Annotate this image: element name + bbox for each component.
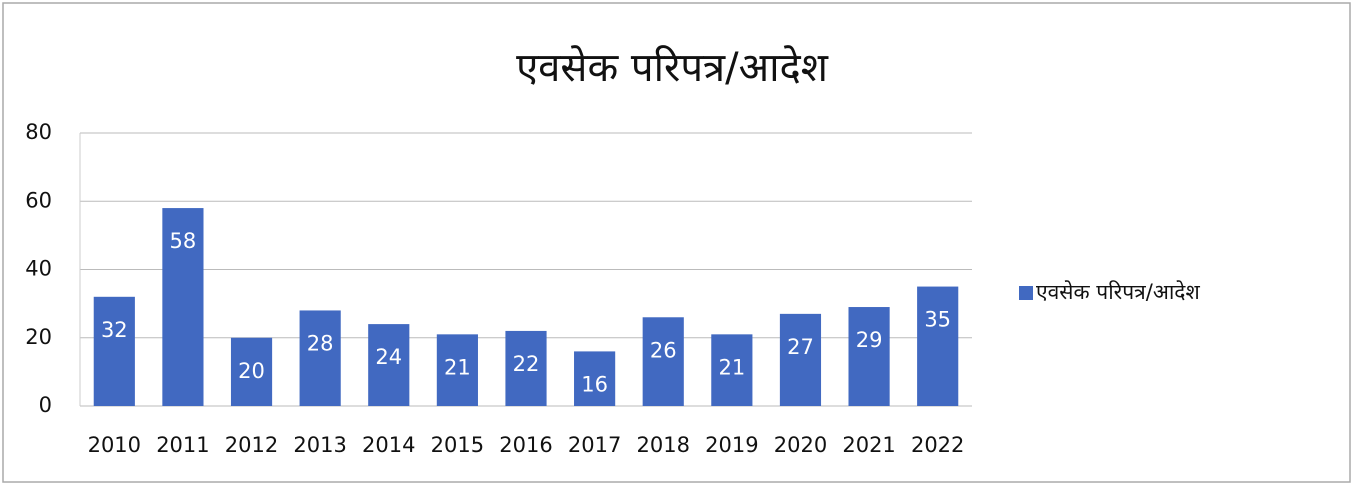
bar [230,337,273,406]
x-tick-label: 2022 [911,433,964,457]
value-label: 21 [718,355,745,379]
value-label: 16 [581,372,608,396]
x-tick-label: 2020 [774,433,827,457]
value-label: 32 [101,318,128,342]
bar [162,208,204,406]
bar [779,313,822,406]
x-tick-label: 2015 [431,433,484,457]
value-label: 26 [650,338,677,362]
x-tick-label: 2013 [293,433,346,457]
bar [711,334,753,406]
x-tick-label: 2021 [842,433,895,457]
bar [574,351,616,406]
value-label: 22 [513,352,540,376]
x-tick-label: 2011 [156,433,209,457]
value-label: 35 [924,308,951,332]
y-tick-label: 20 [25,325,52,349]
bar [436,334,478,406]
bar [848,307,890,406]
bar [505,330,547,406]
bar [299,310,341,406]
x-tick-label: 2014 [362,433,415,457]
bar [917,286,959,406]
legend-label: एवसेक परिपत्र/आदेश [1036,280,1200,304]
y-tick-label: 80 [25,120,52,144]
value-label: 21 [444,355,471,379]
value-label: 24 [375,345,402,369]
bar [368,324,410,406]
value-label: 28 [307,331,334,355]
x-tick-label: 2010 [88,433,141,457]
y-tick-label: 0 [39,393,52,417]
value-label: 58 [170,229,197,253]
x-tick-label: 2017 [568,433,621,457]
x-tick-label: 2018 [637,433,690,457]
legend-swatch [1019,286,1033,300]
y-tick-label: 60 [25,188,52,212]
x-tick-label: 2016 [499,433,552,457]
x-tick-label: 2012 [225,433,278,457]
value-label: 20 [238,359,265,383]
y-tick-label: 40 [25,257,52,281]
value-label: 27 [787,335,814,359]
bar [642,317,684,406]
x-tick-label: 2019 [705,433,758,457]
bar [93,296,135,406]
chart-title: एवसेक परिपत्र/आदेश [516,45,829,91]
value-label: 29 [856,328,883,352]
